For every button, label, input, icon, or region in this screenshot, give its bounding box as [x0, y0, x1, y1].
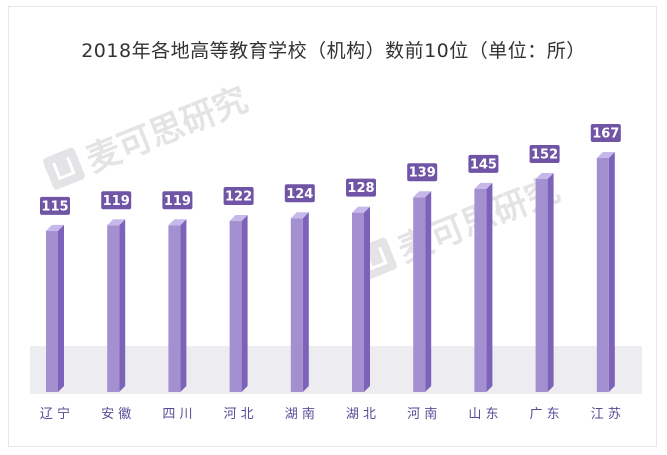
bar-side: [119, 219, 126, 392]
bar: [596, 158, 609, 392]
data-label-box: [468, 154, 499, 173]
data-label: 124: [286, 187, 313, 202]
data-label: 119: [164, 194, 191, 209]
bar-side: [364, 206, 370, 392]
x-tick-label: 辽 宁: [40, 406, 70, 422]
bar-top: [46, 224, 64, 231]
x-tick-label: 广 东: [530, 407, 560, 422]
data-label: 139: [409, 166, 436, 181]
bar-side: [425, 191, 432, 392]
bar-top: [535, 173, 554, 180]
bar-top: [229, 215, 248, 222]
data-label-box: [590, 124, 621, 142]
data-label-box: [162, 191, 193, 210]
bar-top: [168, 219, 187, 226]
bar-side: [486, 182, 493, 392]
bar: [352, 212, 364, 392]
data-label-box: [284, 184, 315, 203]
bar: [229, 221, 242, 392]
bar-side: [58, 224, 64, 392]
x-tick-label: 安 徽: [101, 407, 131, 422]
data-label: 152: [531, 148, 558, 163]
x-tick-label: 江 苏: [591, 406, 621, 422]
bar-top: [596, 152, 615, 158]
bar-top: [107, 219, 126, 226]
x-tick-label: 山 东: [468, 407, 498, 422]
data-label-box: [40, 196, 70, 215]
bar: [107, 225, 120, 392]
data-label-box: [346, 178, 376, 197]
bar: [474, 188, 487, 392]
x-tick-label: 河 北: [224, 407, 254, 422]
bar-side: [547, 173, 554, 392]
bar-side: [302, 212, 309, 392]
x-tick-label: 四 川: [162, 407, 192, 422]
data-label: 122: [225, 190, 252, 205]
data-label-box: [529, 145, 560, 164]
bar: [46, 230, 58, 392]
bar-top: [413, 191, 432, 198]
bar: [168, 225, 181, 392]
bar: [290, 218, 303, 392]
data-label-box: [101, 191, 132, 210]
x-tick-label: 湖 北: [346, 407, 376, 422]
bar: [535, 179, 548, 392]
x-tick-label: 湖 南: [285, 406, 315, 422]
bar-top: [352, 206, 370, 213]
data-label: 145: [470, 157, 497, 172]
bar: [413, 197, 426, 392]
data-label-box: [223, 187, 254, 206]
data-label-box: [407, 163, 438, 182]
bar-side: [180, 219, 187, 392]
x-tick-label: 河 南: [407, 406, 437, 422]
data-label: 128: [347, 181, 374, 196]
bar-top: [474, 182, 493, 189]
data-label: 167: [592, 127, 619, 142]
bar-top: [290, 212, 309, 219]
bar-side: [608, 152, 615, 392]
data-label: 115: [41, 199, 68, 214]
data-label: 119: [103, 194, 130, 209]
chart-title: 2018年各地高等教育学校（机构）数前10位（单位：所）: [81, 40, 586, 62]
bar-side: [241, 215, 248, 392]
